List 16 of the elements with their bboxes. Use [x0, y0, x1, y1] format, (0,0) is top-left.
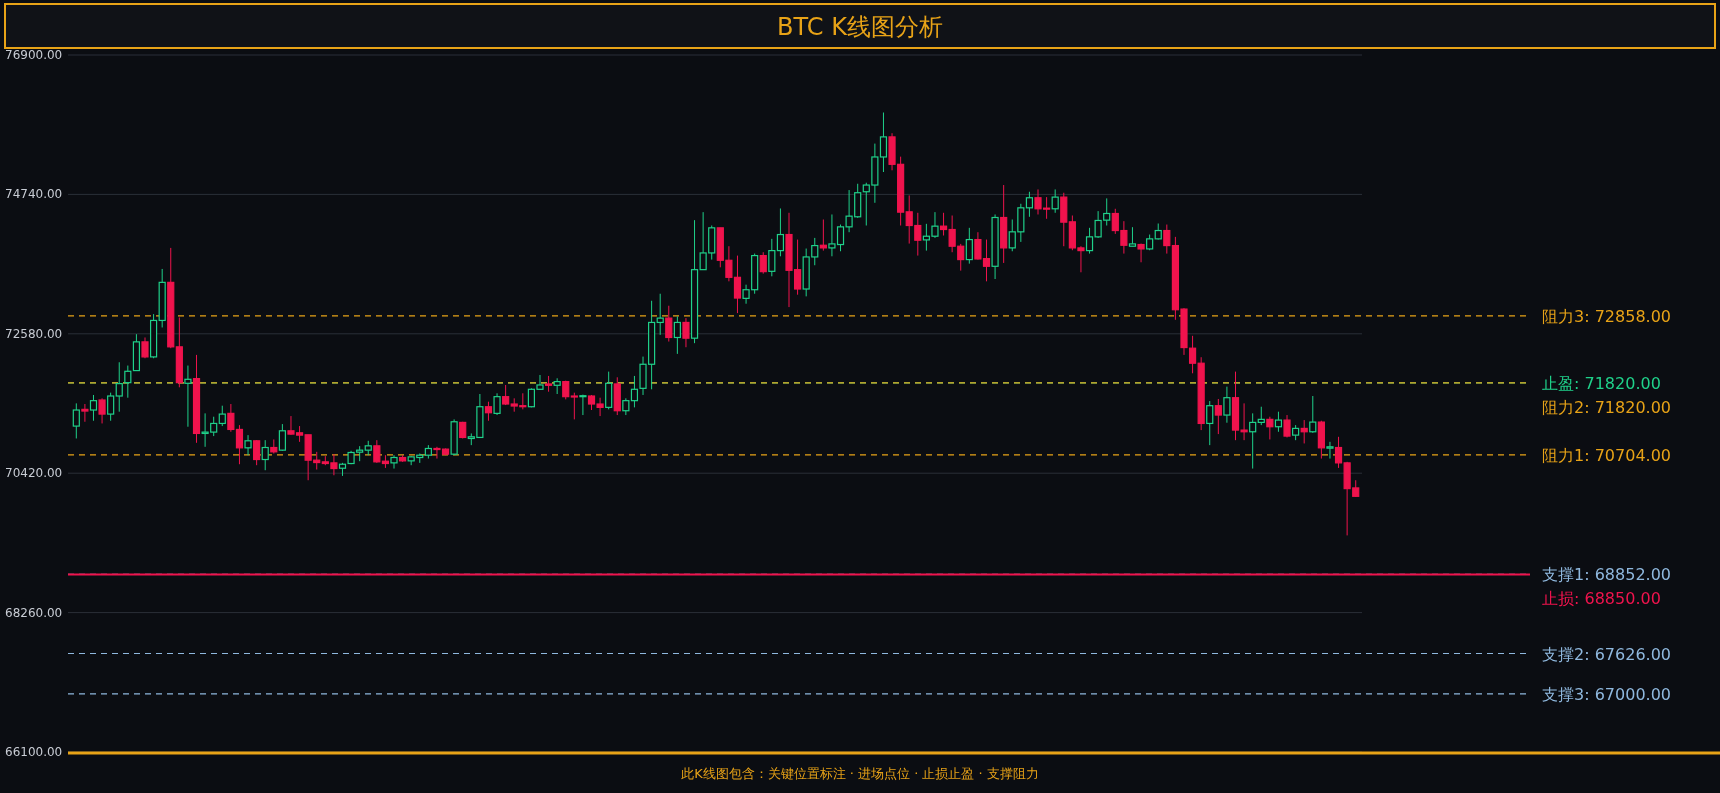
y-tick-label: 70420.00	[5, 466, 63, 481]
chart-title: BTC K线图分析	[777, 13, 943, 41]
y-tick-label: 68260.00	[5, 605, 63, 620]
ref-line-label: 止盈: 71820.00	[1542, 373, 1661, 393]
ref-line-label: 支撑1: 68852.00	[1542, 565, 1671, 585]
ref-line-label: 阻力3: 72858.00	[1542, 306, 1671, 326]
y-tick-label: 74740.00	[5, 187, 63, 202]
y-tick-label: 72580.00	[5, 326, 63, 341]
ref-line-label: 支撑3: 67000.00	[1542, 684, 1671, 704]
ref-line-label: 支撑2: 67626.00	[1542, 644, 1671, 664]
y-tick-label: 66100.00	[5, 745, 63, 759]
ref-line-label: 阻力1: 70704.00	[1542, 445, 1671, 465]
ref-line-label: 阻力2: 71820.00	[1542, 397, 1671, 417]
y-tick-label: 76900.00	[5, 48, 63, 62]
ref-line-label: 止损: 68850.00	[1542, 589, 1661, 609]
text: 此K线图包含：关键位置标注 · 进场点位 · 止损止盈 · 支撑阻力	[681, 766, 1039, 781]
